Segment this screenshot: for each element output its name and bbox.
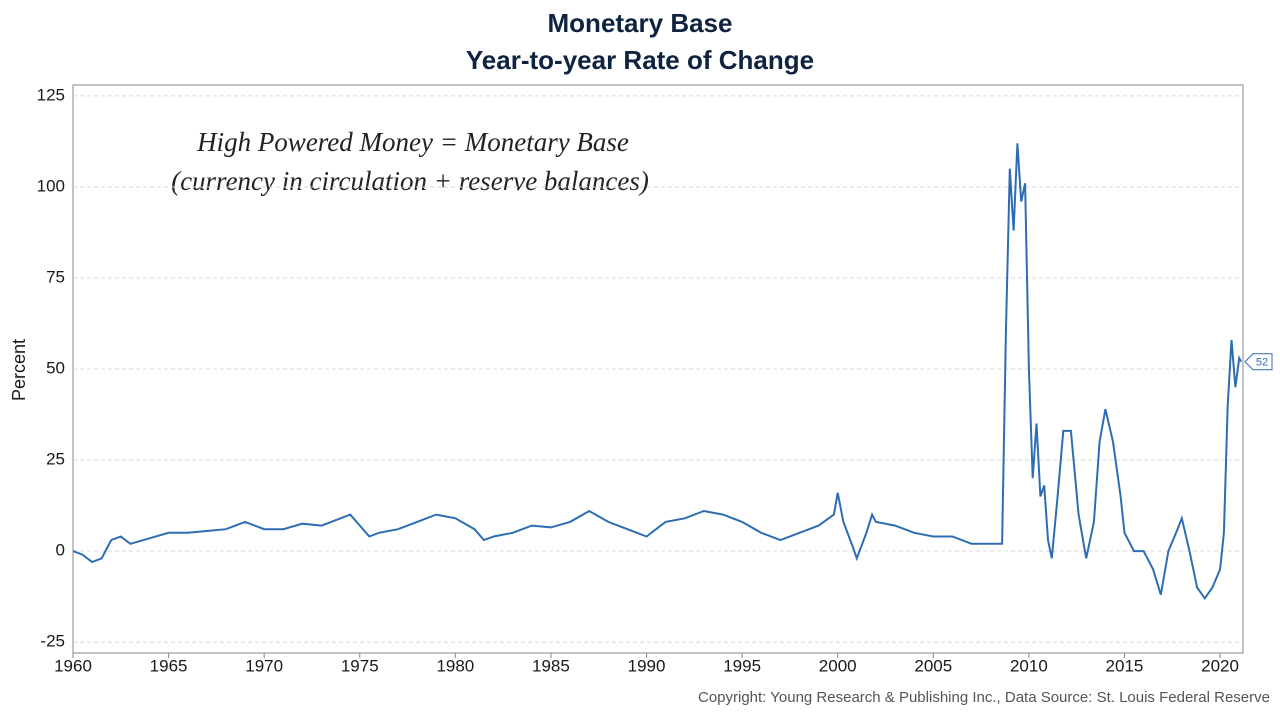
y-tick-label: 125	[37, 85, 65, 104]
x-tick-label: 1995	[723, 656, 761, 675]
x-tick-label: 1990	[628, 656, 666, 675]
x-tick-label: 2020	[1201, 656, 1239, 675]
x-tick-label: 1960	[54, 656, 92, 675]
line	[72, 143, 1242, 601]
chart-title: Monetary Base	[548, 8, 733, 38]
x-tick-label: 2010	[1010, 656, 1048, 675]
x-tick-label: 1975	[341, 656, 379, 675]
x-tick-label: 1985	[532, 656, 570, 675]
x-tick-label: 1970	[245, 656, 283, 675]
end-label: 52	[1256, 357, 1268, 369]
y-tick-label: 100	[37, 176, 65, 195]
x-tick-label: 2015	[1106, 656, 1144, 675]
annotation: (currency in circulation + reserve balan…	[171, 166, 649, 196]
x-tick-label: 1980	[436, 656, 474, 675]
y-tick-label: 75	[46, 267, 65, 286]
y-tick-label: 50	[46, 358, 65, 377]
x-tick-label: 2005	[914, 656, 952, 675]
x-tick-label: 1965	[150, 656, 188, 675]
y-tick-label: 0	[56, 541, 65, 560]
footer: Copyright: Young Research & Publishing I…	[698, 689, 1270, 706]
y-axis-label: Percent	[9, 339, 29, 401]
chart-subtitle: Year-to-year Rate of Change	[466, 45, 814, 75]
annotation: High Powered Money = Monetary Base	[196, 127, 629, 157]
y-tick-label: 25	[46, 450, 65, 469]
y-tick-label: -25	[40, 632, 65, 651]
end-label-box	[1244, 353, 1273, 371]
x-tick-label: 2000	[819, 656, 857, 675]
